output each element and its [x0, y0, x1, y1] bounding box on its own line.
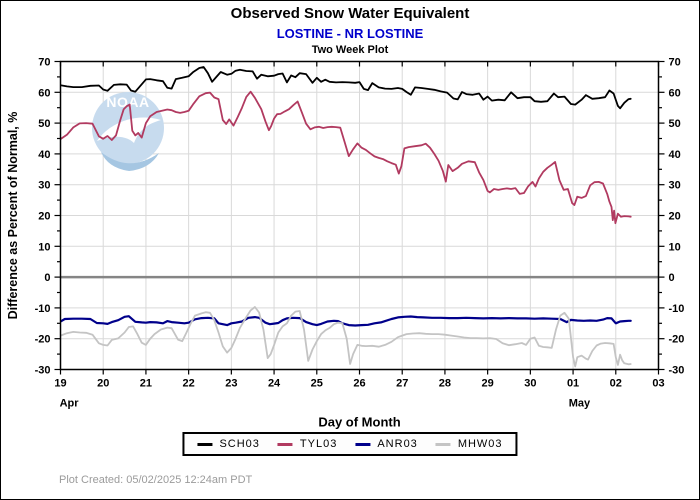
- svg-text:21: 21: [140, 378, 152, 390]
- svg-text:50: 50: [669, 118, 681, 130]
- legend-item-tyl03: TYL03: [277, 438, 338, 450]
- y-axis-title: Difference as Percent of Normal, %: [6, 112, 20, 320]
- plot-border: [59, 60, 660, 371]
- series-line-mhw03: [60, 306, 632, 368]
- legend-swatch-sch03: [197, 442, 213, 446]
- legend-item-sch03: SCH03: [197, 438, 259, 450]
- svg-text:0: 0: [669, 272, 675, 284]
- legend-label-sch03: SCH03: [219, 438, 260, 450]
- svg-text:30: 30: [38, 180, 50, 192]
- series-line-sch03: [60, 66, 632, 110]
- legend-label-anr03: ANR03: [377, 438, 418, 450]
- svg-text:0: 0: [44, 272, 50, 284]
- svg-text:70: 70: [669, 57, 681, 69]
- svg-text:26: 26: [353, 378, 365, 390]
- svg-text:40: 40: [669, 149, 681, 161]
- plot-created-timestamp: Plot Created: 05/02/2025 12:24am PDT: [59, 474, 253, 486]
- svg-text:60: 60: [38, 87, 50, 99]
- svg-text:-10: -10: [669, 303, 685, 315]
- svg-text:-30: -30: [35, 365, 51, 377]
- month-label-may: May: [569, 398, 591, 410]
- legend-swatch-tyl03: [277, 442, 293, 446]
- svg-text:27: 27: [396, 378, 408, 390]
- svg-text:28: 28: [439, 378, 451, 390]
- svg-text:03: 03: [652, 378, 664, 390]
- period-label: Two Week Plot: [311, 44, 389, 56]
- page-title: Observed Snow Water Equivalent: [230, 5, 470, 22]
- x-axis-title: Day of Month: [318, 415, 400, 430]
- y-axis-tick-labels: 70 70 60 60 50 50 40 40 30 30 20 20 10 10 0 0 -10 -10 -20 -…: [35, 57, 685, 377]
- svg-text:23: 23: [225, 378, 237, 390]
- svg-text:29: 29: [482, 378, 494, 390]
- legend-item-mhw03: MHW03: [435, 438, 503, 450]
- series-group: [60, 66, 632, 368]
- svg-text:50: 50: [38, 118, 50, 130]
- month-label-apr: Apr: [60, 398, 80, 410]
- legend: SCH03 TYL03 ANR03 MHW03: [182, 432, 518, 456]
- legend-swatch-mhw03: [435, 442, 451, 446]
- svg-text:70: 70: [38, 57, 50, 69]
- svg-text:20: 20: [38, 211, 50, 223]
- x-axis-tick-labels: 19 20 21 22 23 24 25 26 27 28 29 30 01 02 03 Apr May: [54, 378, 664, 410]
- legend-label-mhw03: MHW03: [457, 438, 503, 450]
- svg-text:30: 30: [524, 378, 536, 390]
- svg-text:25: 25: [311, 378, 323, 390]
- legend-swatch-anr03: [355, 442, 371, 446]
- svg-text:01: 01: [567, 378, 579, 390]
- svg-text:19: 19: [54, 378, 66, 390]
- legend-label-tyl03: TYL03: [299, 438, 338, 450]
- series-line-anr03: [60, 315, 632, 327]
- legend-item-anr03: ANR03: [355, 438, 417, 450]
- svg-text:24: 24: [268, 378, 281, 390]
- svg-text:10: 10: [38, 241, 50, 253]
- svg-text:02: 02: [610, 378, 622, 390]
- svg-text:20: 20: [97, 378, 109, 390]
- svg-text:-20: -20: [35, 334, 51, 346]
- noaa-watermark-text: NOAA: [106, 94, 149, 110]
- svg-text:22: 22: [183, 378, 195, 390]
- svg-text:40: 40: [38, 149, 50, 161]
- svg-text:10: 10: [669, 241, 681, 253]
- svg-text:-20: -20: [669, 334, 685, 346]
- svg-text:-10: -10: [35, 303, 51, 315]
- svg-text:-30: -30: [669, 365, 685, 377]
- svg-text:30: 30: [669, 180, 681, 192]
- series-line-tyl03: [60, 90, 632, 225]
- station-subtitle: LOSTINE - NR LOSTINE: [276, 26, 424, 41]
- axis-ticks: [54, 60, 665, 375]
- svg-text:60: 60: [669, 87, 681, 99]
- svg-text:20: 20: [669, 211, 681, 223]
